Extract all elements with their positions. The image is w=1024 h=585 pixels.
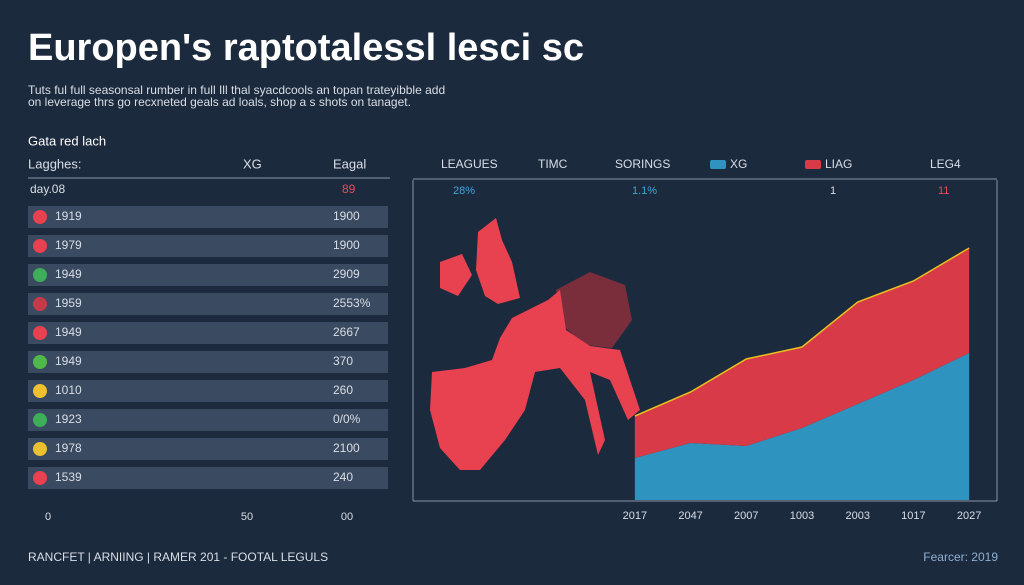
x-tick-label: 1003 <box>790 510 814 522</box>
legend-label: LIAG <box>825 157 852 171</box>
legend-swatch <box>710 160 726 169</box>
footer: RANCFET | ARNIING | RAMER 201 - FOOTAL L… <box>28 550 328 564</box>
table-cell: 1923 <box>55 412 82 426</box>
table-cell: 1919 <box>55 209 82 223</box>
table-cell: 1010 <box>55 383 82 397</box>
flag <box>33 297 47 311</box>
legend-label: LEG4 <box>930 157 961 171</box>
row-bar <box>28 235 388 257</box>
table-cell: 1949 <box>55 354 82 368</box>
row-bar <box>28 438 388 460</box>
flag <box>33 210 47 224</box>
map-region <box>556 272 632 348</box>
table-cell: 89 <box>342 182 356 196</box>
x-tick-label: 2003 <box>845 510 869 522</box>
area <box>634 353 970 500</box>
table-cell: 240 <box>333 470 353 484</box>
legend-swatch <box>805 160 821 169</box>
x-tick-label: 2007 <box>734 510 758 522</box>
flag <box>33 413 47 427</box>
subtitle: Tuts ful full seasonsal rumber in full I… <box>28 83 445 97</box>
map-region <box>440 254 472 296</box>
row-bar <box>28 409 388 431</box>
title: Europen's raptotalessl lesci sc <box>28 27 584 69</box>
row-bar <box>28 322 388 344</box>
table-cell: 370 <box>333 354 353 368</box>
column-header: TIMC <box>538 157 568 171</box>
row-bar <box>28 380 388 402</box>
table-cell: 2667 <box>333 325 360 339</box>
row-bar <box>28 206 388 228</box>
legend-label: XG <box>730 157 747 171</box>
row-bar <box>28 351 388 373</box>
table-header: Lagghes: <box>28 156 82 171</box>
section-label: Gata red lach <box>28 133 106 148</box>
flag <box>33 355 47 369</box>
map-region <box>476 218 520 304</box>
table-cell: 1900 <box>333 238 360 252</box>
map <box>430 218 640 470</box>
table-cell: 0/0% <box>333 412 361 426</box>
row-bar <box>28 264 388 286</box>
flag <box>33 471 47 485</box>
table-header: XG <box>243 156 262 171</box>
subtitle: on leverage thrs go recxneted geals ad l… <box>28 95 411 109</box>
row-bar <box>28 293 388 315</box>
flag <box>33 442 47 456</box>
x-tick-label: 2027 <box>957 510 981 522</box>
table-cell: 1959 <box>55 296 82 310</box>
map-region <box>430 290 640 470</box>
table-cell: 1979 <box>55 238 82 252</box>
summary: 11 <box>938 185 949 197</box>
footer: Fearcer: 2019 <box>923 550 998 564</box>
column-header: SORINGS <box>615 157 670 171</box>
table-cell: 2100 <box>333 441 360 455</box>
table-cell: 1949 <box>55 325 82 339</box>
table-cell: 2909 <box>333 267 360 281</box>
table-axis: 0 <box>45 511 51 523</box>
x-tick-label: 2017 <box>623 510 647 522</box>
table-cell: 1539 <box>55 470 82 484</box>
summary: 1 <box>830 185 836 197</box>
flag <box>33 268 47 282</box>
area <box>634 248 970 458</box>
flag <box>33 326 47 340</box>
flag <box>33 239 47 253</box>
summary: 1.1% <box>632 185 657 197</box>
column-header: LEAGUES <box>441 157 498 171</box>
table-cell: 1949 <box>55 267 82 281</box>
table-cell: 260 <box>333 383 353 397</box>
area-edge <box>634 247 970 417</box>
table-axis: 50 <box>241 511 253 523</box>
table-header: Eagal <box>333 156 366 171</box>
x-tick-label: 2047 <box>678 510 702 522</box>
flag <box>33 384 47 398</box>
summary: 28% <box>453 185 475 197</box>
table-cell: day.08 <box>30 182 65 196</box>
row-bar <box>28 467 388 489</box>
table-cell: 2553% <box>333 296 371 310</box>
x-tick-label: 1017 <box>901 510 925 522</box>
table-axis: 00 <box>341 511 353 523</box>
table-cell: 1978 <box>55 441 82 455</box>
table-cell: 1900 <box>333 209 360 223</box>
